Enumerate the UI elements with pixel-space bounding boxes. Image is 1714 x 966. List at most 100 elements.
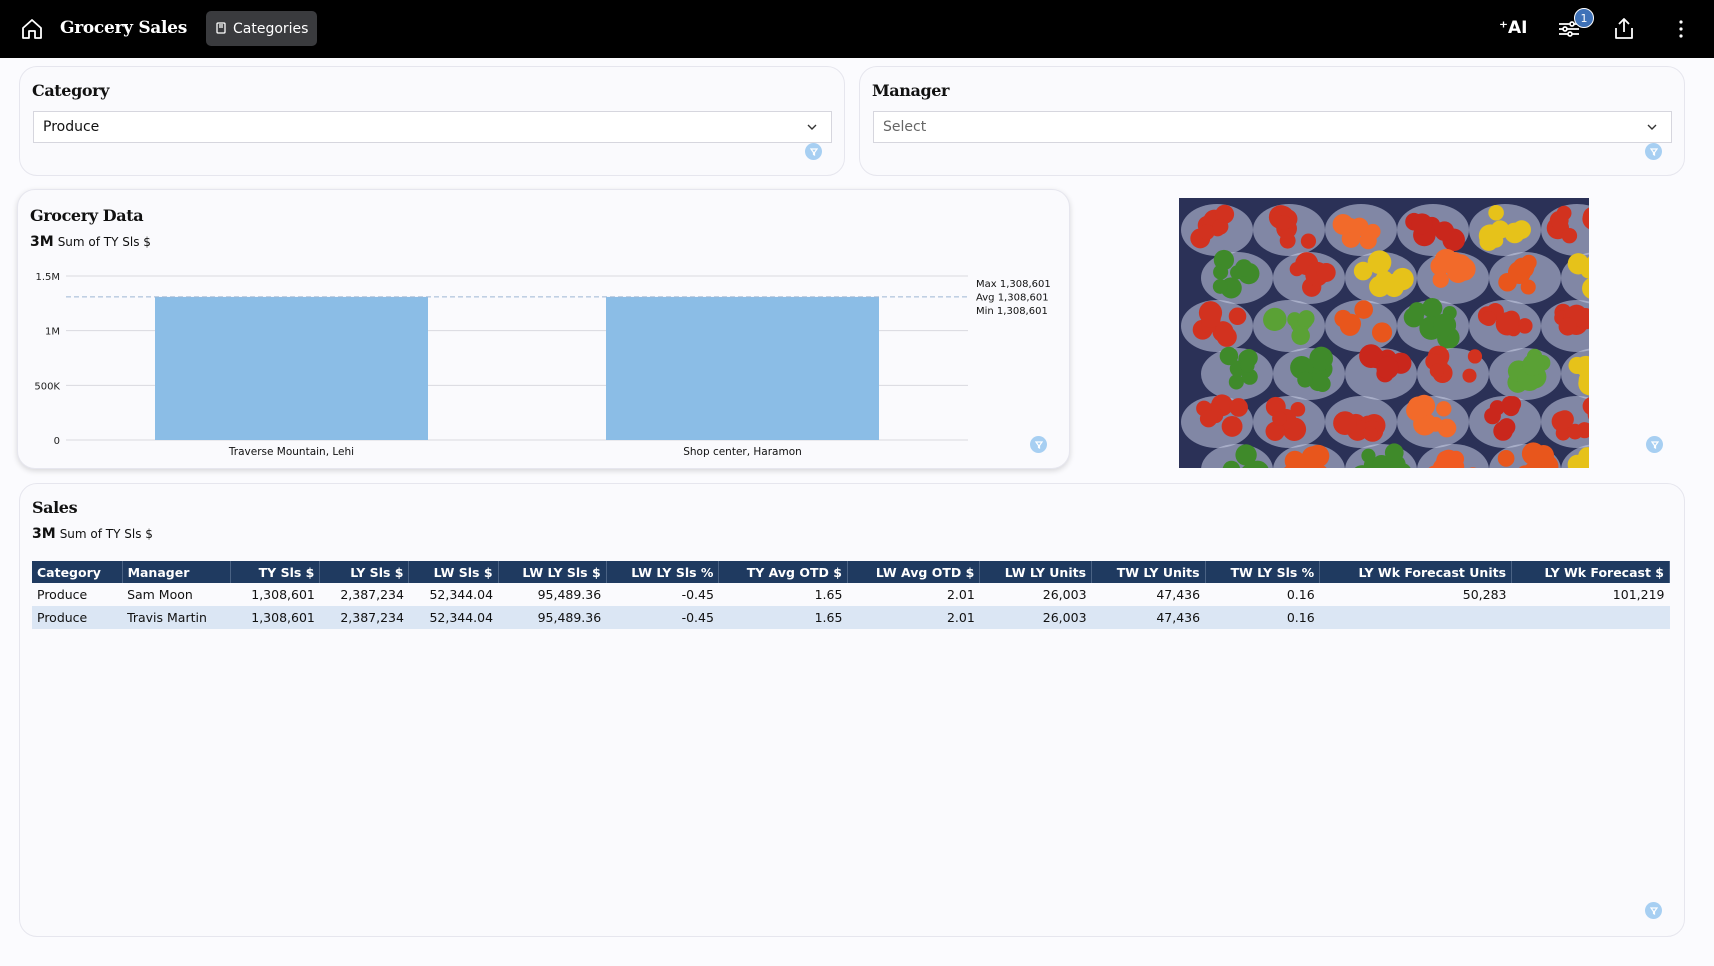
- produce-shape: [1291, 326, 1310, 345]
- column-header[interactable]: LY Wk Forecast Units: [1319, 561, 1513, 583]
- produce-shape: [1582, 278, 1589, 299]
- produce-shape: [1504, 222, 1525, 244]
- produce-shape: [1432, 271, 1449, 288]
- produce-shape: [1411, 213, 1433, 235]
- produce-shape: [1422, 298, 1443, 319]
- column-header[interactable]: LW Avg OTD $: [847, 561, 981, 583]
- table-row[interactable]: Produce Sam Moon 1,308,601 2,387,234 52,344.…: [32, 583, 1670, 606]
- y-tick-label: 500K: [34, 381, 60, 392]
- produce-shape: [1484, 407, 1501, 425]
- grocery-data-card: Grocery Data 3M Sum of TY Sls $ 0 500K 1M 1.…: [17, 189, 1070, 469]
- produce-shape: [1434, 221, 1455, 241]
- column-header[interactable]: LW Sls $: [408, 561, 499, 583]
- table-cell: 47,436: [1091, 606, 1206, 629]
- produce-shape: [1567, 423, 1583, 440]
- home-icon[interactable]: [20, 17, 44, 41]
- produce-shape: [1201, 308, 1221, 328]
- produce-shape: [1497, 418, 1516, 436]
- ai-label: AI: [1507, 18, 1528, 38]
- table-cell: 52,344.04: [429, 587, 494, 602]
- y-tick-label: 0: [54, 436, 60, 447]
- bowl-shape: [1253, 300, 1325, 352]
- column-header[interactable]: TW LY Sls %: [1205, 561, 1321, 583]
- produce-shape: [1436, 401, 1452, 417]
- produce-shape: [1467, 349, 1483, 364]
- more-vertical-icon[interactable]: [1668, 16, 1694, 42]
- category-select[interactable]: Produce: [33, 111, 832, 143]
- produce-shape: [1284, 463, 1303, 468]
- sales-metric-label: Sum of TY Sls $: [59, 527, 153, 541]
- produce-shape: [1582, 397, 1589, 415]
- column-header[interactable]: Manager: [122, 561, 232, 583]
- produce-shape: [1235, 259, 1253, 277]
- produce-shape: [1561, 228, 1578, 244]
- produce-shape: [1517, 318, 1533, 334]
- manager-select[interactable]: Select: [873, 111, 1672, 143]
- produce-shape: [1578, 369, 1589, 392]
- table-cell: 2.01: [847, 606, 980, 629]
- produce-shape: [1522, 353, 1545, 376]
- produce-shape: [1513, 257, 1531, 276]
- column-header[interactable]: TY Avg OTD $: [718, 561, 848, 583]
- column-header[interactable]: LW LY Sls $: [498, 561, 607, 583]
- produce-shape: [1309, 346, 1333, 371]
- produce-shape: [1469, 467, 1477, 468]
- filter-funnel-icon[interactable]: [1646, 436, 1663, 453]
- table-cell: Produce: [32, 606, 123, 629]
- produce-shape: [1235, 444, 1257, 466]
- table-cell: [1319, 606, 1512, 629]
- produce-shape: [1263, 307, 1287, 331]
- produce-shape: [1551, 214, 1568, 231]
- category-select-value: Produce: [43, 119, 100, 135]
- column-header[interactable]: TW LY Units: [1091, 561, 1206, 583]
- table-cell: 47,436: [1156, 587, 1201, 602]
- filter-funnel-icon[interactable]: [1645, 143, 1662, 160]
- produce-shape: [1497, 450, 1515, 467]
- filter-funnel-icon[interactable]: [805, 143, 822, 160]
- table-cell: 2,387,234: [319, 606, 409, 629]
- column-header[interactable]: Category: [32, 561, 123, 583]
- produce-shape: [1521, 442, 1545, 466]
- bar-chart: 0 500K 1M 1.5M Traverse Mountain, Lehi Shop c…: [34, 272, 1050, 458]
- column-header[interactable]: LW LY Units: [979, 561, 1093, 583]
- sales-card: Sales 3M Sum of TY Sls $: [19, 483, 1685, 937]
- column-header[interactable]: TY Sls $: [230, 561, 321, 583]
- produce-shape: [1555, 410, 1574, 429]
- produce-shape: [1428, 416, 1443, 432]
- table-row[interactable]: Produce Travis Martin 1,308,601 2,387,234 52…: [32, 606, 1670, 629]
- sales-metric: 3M Sum of TY Sls $: [32, 526, 153, 542]
- table-cell: Travis Martin: [122, 606, 231, 629]
- produce-shape: [1580, 262, 1589, 279]
- produce-shape: [1228, 307, 1247, 326]
- produce-shape: [1219, 346, 1239, 366]
- produce-shape: [1216, 326, 1237, 347]
- ai-sparkle-icon: ⁺: [1499, 18, 1508, 38]
- column-header[interactable]: LY Wk Forecast $: [1511, 561, 1670, 583]
- tab-categories[interactable]: Categories: [206, 11, 317, 46]
- column-header[interactable]: LW LY Sls %: [606, 561, 720, 583]
- produce-shape: [1558, 317, 1577, 336]
- produce-shape: [1363, 426, 1378, 441]
- filter-funnel-icon[interactable]: [1645, 902, 1662, 919]
- produce-shape: [1407, 396, 1430, 419]
- produce-shape: [1478, 224, 1502, 248]
- produce-shape: [1501, 395, 1518, 413]
- produce-shape: [1372, 454, 1391, 468]
- produce-market-image: [1179, 198, 1589, 468]
- share-icon[interactable]: [1611, 16, 1637, 42]
- produce-shape: [1488, 204, 1504, 221]
- produce-shape: [1308, 372, 1328, 392]
- produce-shape: [1265, 421, 1285, 441]
- table-cell: 2,387,234: [340, 587, 404, 602]
- ai-icon[interactable]: ⁺AI: [1499, 18, 1528, 44]
- produce-shape: [1359, 344, 1383, 369]
- tab-categories-label: Categories: [233, 20, 309, 37]
- filter-funnel-icon[interactable]: [1030, 436, 1047, 453]
- table-cell: 1.65: [814, 587, 843, 602]
- table-cell: -0.45: [681, 587, 714, 602]
- produce-shape: [1298, 310, 1315, 327]
- column-header[interactable]: LY Sls $: [319, 561, 410, 583]
- produce-shape: [1316, 262, 1336, 282]
- page-icon: [216, 22, 226, 34]
- produce-shape: [1520, 279, 1536, 295]
